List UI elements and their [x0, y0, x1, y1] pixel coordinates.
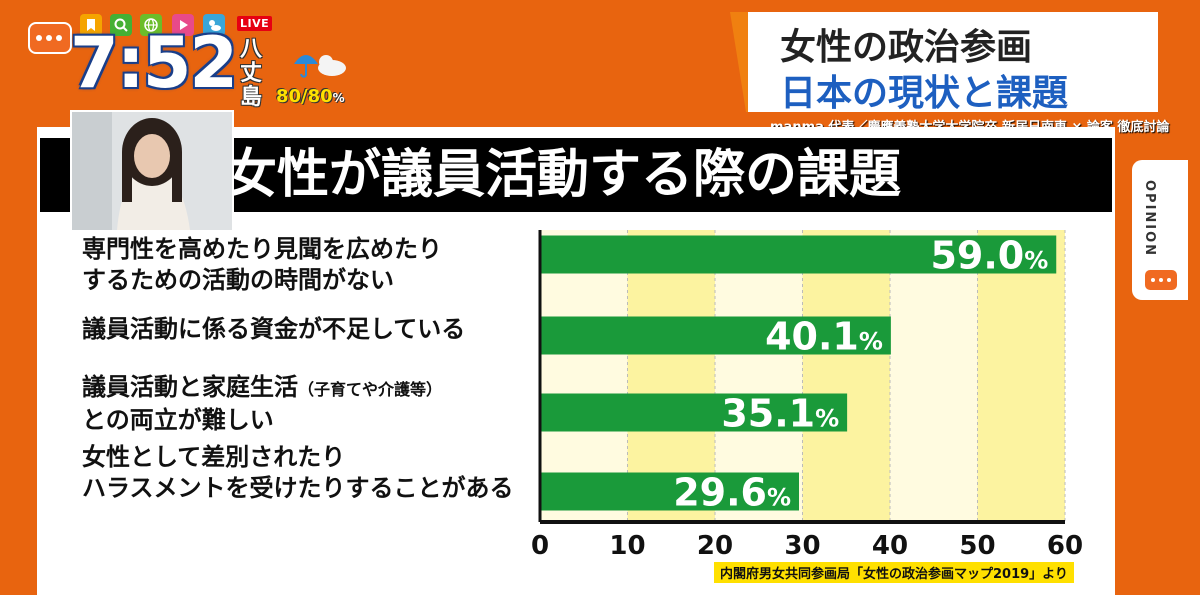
umbrella-cloud-icon — [290, 44, 350, 88]
chart-bar-1 — [540, 235, 1057, 274]
live-badge: LIVE — [237, 16, 273, 31]
category-label-1-line2: するための活動の時間がない — [82, 266, 394, 294]
chart-value-label-3: 35.1% — [721, 392, 839, 436]
headline-box: 女性の政治参画 日本の現状と課題 — [748, 12, 1158, 114]
chart-band-3 — [802, 230, 890, 522]
opinion-tab-label: OPINION — [1142, 180, 1157, 258]
chart-value-label-1: 59.0% — [930, 234, 1048, 278]
category-label-4: 女性として差別されたり ハラスメントを受けたりすることがある — [82, 442, 514, 504]
category-label-1: 専門性を高めたり見聞を広めたり するための活動の時間がない — [82, 234, 442, 296]
clock-time: 7:52 — [70, 22, 238, 104]
comment-bubble-icon — [28, 22, 72, 54]
chart-tick-label-3: 30 — [784, 531, 820, 560]
chart-tick-label-5: 50 — [959, 531, 995, 560]
chart-tick-label-1: 10 — [609, 531, 645, 560]
chart-tick-label-6: 60 — [1047, 531, 1083, 560]
globe-icon — [140, 14, 162, 36]
play-icon — [172, 14, 194, 36]
chart-band-4 — [890, 230, 978, 522]
category-label-3-line1: 議員活動と家庭生活 — [82, 373, 298, 401]
search-icon — [110, 14, 132, 36]
chart-tick-label-0: 0 — [531, 531, 549, 560]
category-label-4-line2: ハラスメントを受けたりすることがある — [82, 474, 514, 502]
opinion-chat-icon — [1145, 270, 1177, 290]
chart-tick-label-4: 40 — [872, 531, 908, 560]
presenter-video — [70, 110, 234, 232]
chart-title: 女性が議員活動する際の課題 — [225, 145, 902, 205]
chart-bar-3 — [540, 393, 848, 432]
bookmark-icon — [80, 14, 102, 36]
category-label-1-line1: 専門性を高めたり見聞を広めたり — [82, 235, 442, 263]
chart-value-label-2: 40.1% — [765, 315, 883, 359]
headline-line2: 日本の現状と課題 — [780, 73, 1069, 114]
category-label-3-line2: との両立が難しい — [82, 406, 274, 434]
chart-value-label-4: 29.6% — [673, 471, 791, 515]
category-label-3: 議員活動と家庭生活（子育てや介護等） との両立が難しい — [82, 372, 442, 436]
headline-line1: 女性の政治参画 — [780, 27, 1033, 68]
bar-chart: 59.0% 40.1% 35.1% 29.6% 0 10 20 30 40 50 60 — [531, 230, 1083, 560]
location-label: 八丈島 — [239, 37, 262, 110]
category-label-4-line1: 女性として差別されたり — [82, 443, 346, 471]
precipitation-values: 80/80 — [276, 86, 333, 107]
chart-bar-2 — [540, 316, 891, 355]
chart-tick-label-2: 20 — [697, 531, 733, 560]
weather-icon — [203, 14, 225, 36]
category-label-2: 議員活動に係る資金が不足している — [82, 314, 465, 345]
chart-band-5 — [977, 230, 1065, 522]
category-label-2-line1: 議員活動に係る資金が不足している — [82, 315, 466, 343]
precipitation-readout: 80/80% — [276, 86, 345, 107]
category-label-3-note: （子育てや介護等） — [298, 380, 443, 399]
chart-bar-4 — [540, 472, 799, 511]
precipitation-unit: % — [332, 91, 345, 105]
opinion-tab: OPINION — [1132, 160, 1188, 300]
source-caption: 内閣府男女共同参画局「女性の政治参画マップ2019」より — [714, 562, 1074, 583]
